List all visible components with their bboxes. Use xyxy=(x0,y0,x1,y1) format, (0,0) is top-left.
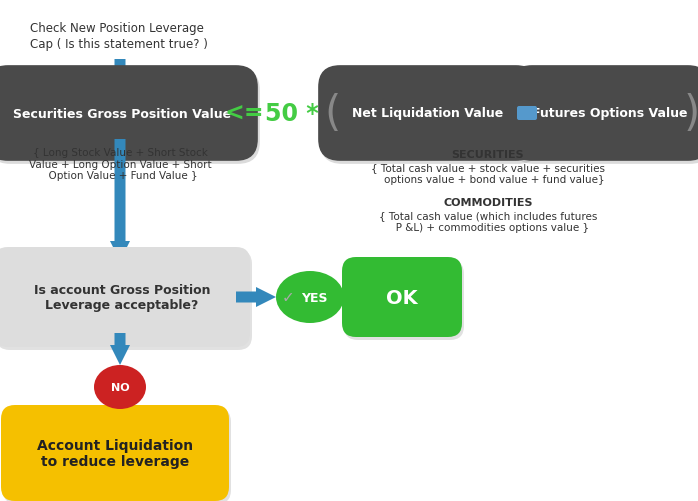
Text: ): ) xyxy=(684,93,698,135)
Polygon shape xyxy=(110,140,130,262)
Text: { Total cash value (which includes futures
   P &L) + commodities options value : { Total cash value (which includes futur… xyxy=(379,210,597,232)
Text: Check New Position Leverage: Check New Position Leverage xyxy=(30,22,204,35)
Polygon shape xyxy=(110,399,130,419)
FancyBboxPatch shape xyxy=(318,66,538,161)
Text: ✓: ✓ xyxy=(281,290,295,305)
FancyBboxPatch shape xyxy=(510,66,698,161)
FancyBboxPatch shape xyxy=(3,408,231,501)
Text: Securities Gross Position Value: Securities Gross Position Value xyxy=(13,107,231,120)
FancyBboxPatch shape xyxy=(342,258,462,337)
Text: { Long Stock Value + Short Stock
Value + Long Option Value + Short
  Option Valu: { Long Stock Value + Short Stock Value +… xyxy=(29,148,211,181)
Polygon shape xyxy=(236,288,276,308)
Ellipse shape xyxy=(94,365,146,409)
Text: Net Liquidation Value: Net Liquidation Value xyxy=(352,107,504,120)
Polygon shape xyxy=(110,333,130,365)
FancyBboxPatch shape xyxy=(0,247,250,347)
Text: 50 *: 50 * xyxy=(265,102,319,126)
Polygon shape xyxy=(336,288,356,308)
Text: YES: YES xyxy=(301,291,327,304)
FancyBboxPatch shape xyxy=(517,107,537,121)
Text: Is account Gross Position
Leverage acceptable?: Is account Gross Position Leverage accep… xyxy=(34,284,210,312)
Text: { Total cash value + stock value + securities
    options value + bond value + f: { Total cash value + stock value + secur… xyxy=(371,163,605,184)
Text: SECURITIES: SECURITIES xyxy=(452,150,524,160)
Text: Futures Options Value: Futures Options Value xyxy=(533,107,688,120)
FancyBboxPatch shape xyxy=(1,405,229,501)
Text: NO: NO xyxy=(111,382,129,392)
Text: Account Liquidation
to reduce leverage: Account Liquidation to reduce leverage xyxy=(37,438,193,468)
Text: Cap ( Is this statement true? ): Cap ( Is this statement true? ) xyxy=(30,38,208,51)
Text: OK: OK xyxy=(386,288,418,307)
FancyBboxPatch shape xyxy=(320,69,540,164)
FancyBboxPatch shape xyxy=(0,69,260,164)
Text: <=: <= xyxy=(224,102,264,126)
FancyBboxPatch shape xyxy=(512,69,698,164)
Text: COMMODITIES: COMMODITIES xyxy=(443,197,533,207)
FancyBboxPatch shape xyxy=(0,250,252,350)
FancyBboxPatch shape xyxy=(344,261,464,340)
Text: (: ( xyxy=(325,93,341,135)
Polygon shape xyxy=(110,60,130,88)
Ellipse shape xyxy=(276,272,344,323)
FancyBboxPatch shape xyxy=(0,66,258,161)
